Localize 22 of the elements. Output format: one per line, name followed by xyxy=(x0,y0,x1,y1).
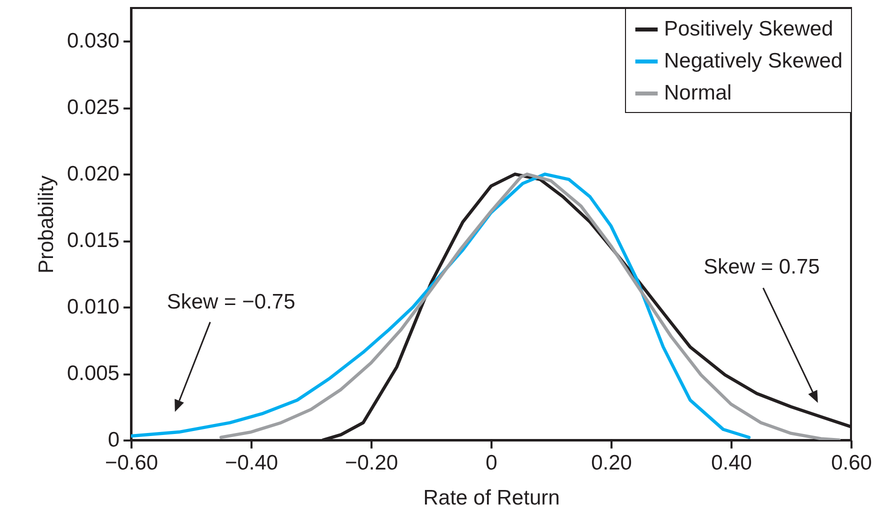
y-tick-label: 0.010 xyxy=(66,296,120,319)
x-tick-label: −0.60 xyxy=(104,452,158,474)
line-series xyxy=(219,172,841,440)
y-tick-label: 0.030 xyxy=(66,30,120,53)
legend-label: Positively Skewed xyxy=(664,18,834,40)
y-axis-title: Probability xyxy=(34,174,58,274)
y-tick-label: 0.020 xyxy=(66,162,120,186)
x-tick-label: 0.60 xyxy=(831,452,872,474)
y-tick-label: 0.005 xyxy=(66,362,120,386)
x-axis-title: Rate of Return xyxy=(423,486,560,510)
x-tick-label: 0.40 xyxy=(711,452,752,474)
x-tick-label: 0 xyxy=(486,452,498,474)
x-tick-label: 0.20 xyxy=(591,452,632,474)
y-tick-label: 0 xyxy=(108,428,120,452)
y-tick-label: 0.025 xyxy=(66,96,120,120)
x-tick-label: −0.20 xyxy=(344,452,398,474)
x-tick-label: −0.40 xyxy=(224,452,278,474)
annotation: Skew = 0.75 xyxy=(704,256,820,279)
legend-label: Negatively Skewed xyxy=(664,50,843,72)
legend-label: Normal xyxy=(664,82,732,104)
y-tick-label: 0.015 xyxy=(66,229,120,252)
annotation: Skew = −0.75 xyxy=(166,290,296,314)
